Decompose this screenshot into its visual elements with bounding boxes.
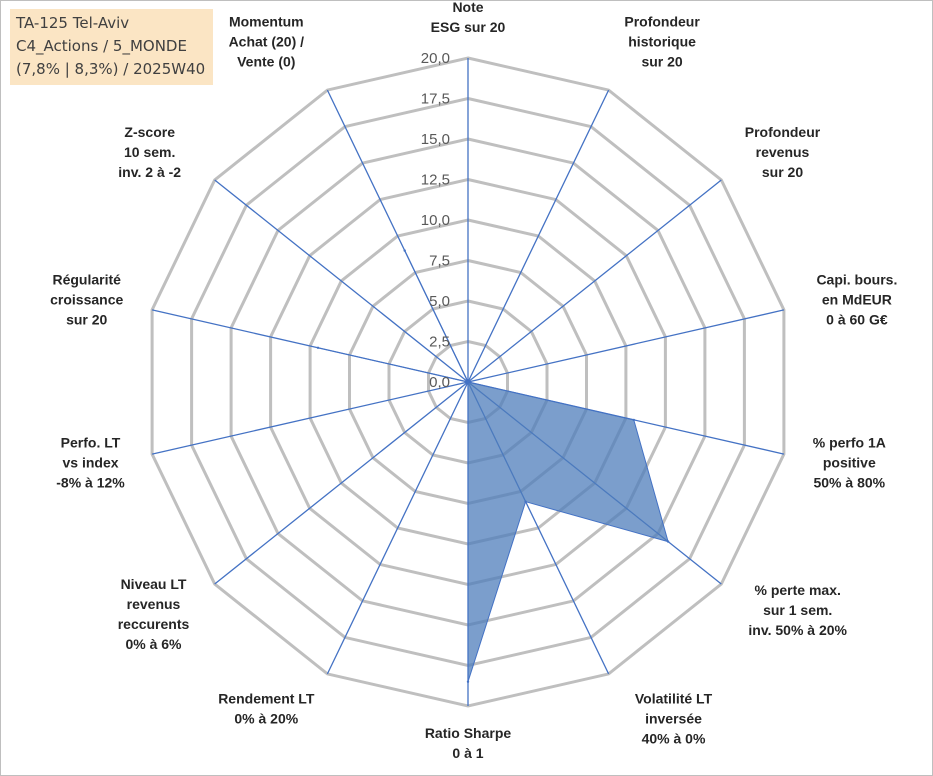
title-line-3: (7,8% | 8,3%) / 2025W40 xyxy=(16,60,206,78)
series-point-6 xyxy=(524,500,527,503)
axis-label-11-line-0: Régularité xyxy=(52,271,121,287)
axis-label-0: Note ESG sur 20 xyxy=(431,0,506,35)
label-layer: Note ESG sur 20 Profondeur historique sur 20… xyxy=(50,0,897,761)
axis-label-13-line-2: Vente (0) xyxy=(237,53,295,69)
series-area xyxy=(317,250,669,682)
spoke-8 xyxy=(326,381,469,675)
tick-label-2: 5,0 xyxy=(429,293,450,310)
tick-label-0: 0,0 xyxy=(429,374,450,391)
tick-label-4: 10,0 xyxy=(421,212,450,229)
axis-label-8-line-0: Rendement LT xyxy=(218,691,315,707)
axis-label-12-line-2: inv. 2 à -2 xyxy=(118,164,181,180)
title-line-1: TA-125 Tel-Aviv xyxy=(16,14,130,32)
series-point-4 xyxy=(632,418,635,422)
axis-label-8: Rendement LT 0% à 20% xyxy=(218,691,315,727)
axis-label-5-line-0: % perte max. xyxy=(755,582,841,598)
axis-label-4-line-0: % perfo 1A xyxy=(813,435,886,451)
axis-label-9-line-1: revenus xyxy=(127,596,181,612)
axis-label-0-line-1: ESG sur 20 xyxy=(431,19,506,35)
axis-label-5-line-2: inv. 50% à 20% xyxy=(748,622,847,638)
tick-label-1: 2,5 xyxy=(429,334,450,351)
axis-label-9: Niveau LT revenus reccurents 0% à 6% xyxy=(118,576,190,652)
axis-label-8-line-1: 0% à 20% xyxy=(234,711,298,727)
axis-label-10-line-0: Perfo. LT xyxy=(61,435,121,451)
axis-label-10-line-2: -8% à 12% xyxy=(56,475,125,491)
axis-label-6-line-0: Volatilité LT xyxy=(635,691,713,707)
axis-label-10: Perfo. LT vs index -8% à 12% xyxy=(56,435,125,491)
tick-label-6: 15,0 xyxy=(421,131,450,148)
axis-label-11-line-2: sur 20 xyxy=(66,311,107,327)
axis-label-2: Profondeur revenus sur 20 xyxy=(745,124,821,180)
axis-label-13-line-0: Momentum xyxy=(229,13,304,29)
axis-label-12: Z-score 10 sem. inv. 2 à -2 xyxy=(118,124,181,180)
axis-label-13: Momentum Achat (20) / Vente (0) xyxy=(229,13,305,69)
spoke-3 xyxy=(467,309,785,383)
axis-label-9-line-2: reccurents xyxy=(118,616,190,632)
series-point-12 xyxy=(466,380,470,384)
spoke-10 xyxy=(151,381,469,455)
axis-label-0-line-0: Note xyxy=(452,0,483,15)
axis-label-12-line-0: Z-score xyxy=(124,124,175,140)
spoke-2 xyxy=(467,179,722,383)
axis-label-6-line-1: inversée xyxy=(645,711,702,727)
axis-label-2-line-0: Profondeur xyxy=(745,124,821,140)
axis-label-1-line-1: historique xyxy=(628,33,696,49)
axis-label-4-line-2: 50% à 80% xyxy=(813,475,885,491)
axis-label-3-line-2: 0 à 60 G€ xyxy=(826,311,888,327)
tick-label-7: 17,5 xyxy=(421,91,450,108)
axis-label-3-line-0: Capi. bours. xyxy=(816,271,897,287)
tick-label-3: 7,5 xyxy=(429,253,450,270)
axis-label-5: % perte max. sur 1 sem. inv. 50% à 20% xyxy=(748,582,847,638)
axis-label-3: Capi. bours. en MdEUR 0 à 60 G€ xyxy=(816,271,897,327)
spoke-9 xyxy=(214,381,469,585)
axis-label-1: Profondeur historique sur 20 xyxy=(624,13,700,69)
axis-label-11-line-1: croissance xyxy=(50,291,123,307)
axis-label-4: % perfo 1A positive 50% à 80% xyxy=(813,435,886,491)
axis-label-6: Volatilité LT inversée 40% à 0% xyxy=(635,691,713,747)
series-point-5 xyxy=(666,540,670,543)
axis-label-12-line-1: 10 sem. xyxy=(124,144,175,160)
axis-label-9-line-0: Niveau LT xyxy=(121,576,187,592)
spoke-1 xyxy=(467,89,610,383)
series-point-13 xyxy=(403,249,406,252)
axis-label-13-line-1: Achat (20) / xyxy=(229,33,305,49)
tick-layer: 0,0 2,5 5,0 7,5 10,0 12,5 15,0 17,5 20,0 xyxy=(421,50,450,391)
axis-label-10-line-1: vs index xyxy=(62,455,118,471)
axis-label-1-line-2: sur 20 xyxy=(641,53,682,69)
axis-label-2-line-2: sur 20 xyxy=(762,164,803,180)
chart-title-box: TA-125 Tel-Aviv C4_Actions / 5_MONDE (7,… xyxy=(10,9,213,85)
axis-label-2-line-1: revenus xyxy=(756,144,810,160)
axis-label-5-line-1: sur 1 sem. xyxy=(763,602,832,618)
series-point-11 xyxy=(316,346,320,349)
axis-label-9-line-3: 0% à 6% xyxy=(125,636,182,652)
axis-label-3-line-1: en MdEUR xyxy=(822,291,892,307)
axis-label-7-line-0: Ratio Sharpe xyxy=(425,725,512,741)
axis-label-1-line-0: Profondeur xyxy=(624,13,700,29)
axis-label-4-line-1: positive xyxy=(823,455,876,471)
series-point-7 xyxy=(466,680,470,683)
axis-label-7-line-1: 0 à 1 xyxy=(452,745,483,761)
tick-label-8: 20,0 xyxy=(421,50,450,67)
axis-label-11: Régularité croissance sur 20 xyxy=(50,271,123,327)
spoke-12 xyxy=(214,179,469,383)
axis-label-6-line-2: 40% à 0% xyxy=(642,731,706,747)
tick-label-5: 12,5 xyxy=(421,172,450,189)
series-layer xyxy=(316,249,670,683)
axis-label-7: Ratio Sharpe 0 à 1 xyxy=(425,725,512,761)
title-line-2: C4_Actions / 5_MONDE xyxy=(16,37,187,55)
